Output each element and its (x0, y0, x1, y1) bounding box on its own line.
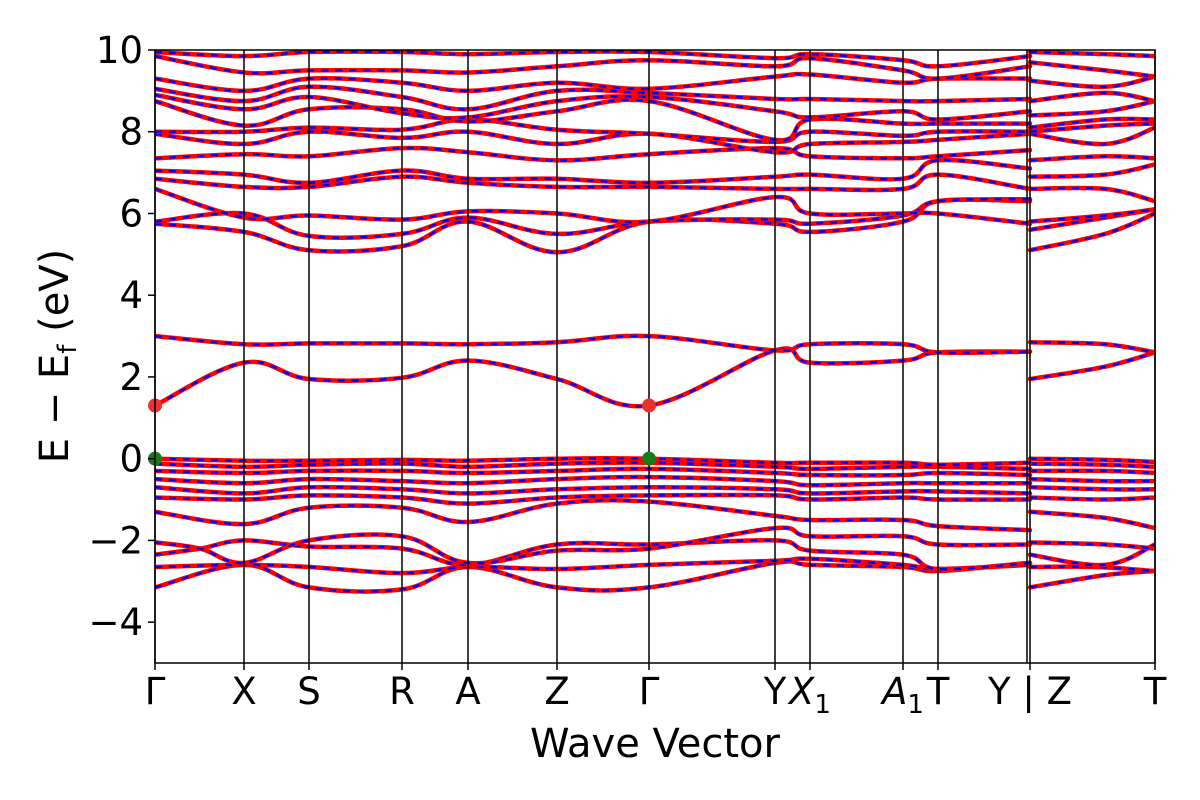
y-tick-label-5: 0 (119, 438, 143, 481)
x-tick-label-2: S (297, 670, 321, 713)
band-line-dashed-23 (1029, 351, 1155, 381)
band-line-dashed-13 (1029, 486, 1155, 491)
x-tick-label-9: A1 (880, 670, 924, 720)
band-line-dashed-45 (1029, 99, 1155, 117)
band-line-dashed-12 (155, 485, 1031, 495)
band-line-dashed-49 (1029, 75, 1155, 89)
band-line-dashed-27 (1029, 212, 1155, 252)
band-line-dashed-7 (1029, 541, 1155, 550)
band-line-dashed-32 (155, 173, 1031, 192)
y-tick-label-2: 6 (119, 192, 143, 235)
band-line-dashed-51 (1029, 61, 1155, 78)
band-line-dashed-37 (1029, 155, 1155, 162)
band-line-dashed-39 (1029, 126, 1155, 146)
x-tick-label-7: Y (763, 670, 787, 713)
band-line-dashed-9 (1029, 510, 1155, 530)
plot-frame (154, 49, 1156, 664)
band-line-33 (1027, 185, 1155, 204)
x-tick-label-10: T (926, 670, 950, 713)
x-tick-label-0: Γ (145, 670, 166, 713)
band-line-dashed-17 (1029, 469, 1155, 475)
band-line-dashed-47 (1029, 91, 1155, 103)
x-tick-label-5: Z (544, 670, 569, 713)
band-line-dashed-24 (155, 334, 1031, 355)
band-line-22 (155, 346, 1033, 409)
y-axis-ticks: 10 8 6 4 2 0 −2 −4 (88, 29, 155, 644)
band-line-dashed-0 (155, 560, 1031, 593)
band-line-dashed-15 (1029, 477, 1155, 483)
band-line-26 (155, 197, 1033, 255)
band-line-dashed-38 (155, 130, 1031, 154)
x-tick-label-12: T (1143, 670, 1167, 713)
band-line-dashed-22 (155, 347, 1031, 408)
band-line-dashed-36 (155, 146, 1031, 162)
x-tick-label-1: X (231, 670, 256, 713)
band-line-dashed-33 (1029, 186, 1155, 203)
x-tick-label-4: A (455, 670, 480, 713)
band-line-dashed-53 (1029, 50, 1155, 58)
x-tick-label-11: Y | Z (987, 670, 1072, 713)
y-tick-label-4: 2 (119, 356, 143, 399)
y-axis-label: E − Ef (eV) (32, 249, 83, 464)
band-line-dashed-2 (155, 557, 1031, 575)
band-line-dashed-52 (155, 50, 1031, 68)
band-line-dashed-35 (1029, 163, 1155, 178)
band-line-dashed-43 (1029, 117, 1155, 129)
band-line-dashed-19 (1029, 462, 1155, 468)
x-tick-label-3: R (389, 670, 415, 713)
band-line-dashed-10 (155, 493, 1031, 505)
band-line-dashed-50 (155, 54, 1031, 80)
y-tick-label-0: 10 (96, 29, 143, 72)
band-line-dashed-41 (1029, 122, 1155, 133)
x-axis-label: Wave Vector (530, 721, 781, 767)
band-edge-marker-1 (642, 398, 656, 413)
y-tick-label-7: −4 (88, 601, 143, 644)
band-line-dashed-21 (1029, 457, 1155, 464)
band-line-dashed-31 (1029, 208, 1155, 223)
band-line-6 (155, 525, 1033, 566)
band-line-dashed-48 (155, 72, 1031, 93)
band-line-dashed-5 (1029, 543, 1155, 567)
y-tick-label-1: 8 (119, 111, 143, 154)
x-tick-label-8: X1 (787, 670, 831, 720)
band-line-dashed-25 (1029, 341, 1155, 354)
band-edge-marker-3 (642, 451, 656, 466)
band-lines (155, 50, 1155, 594)
band-line-8 (155, 498, 1033, 533)
x-tick-label-6: Γ (639, 670, 660, 713)
high-symmetry-lines (154, 50, 1156, 663)
band-line-dashed-34 (155, 158, 1031, 185)
y-tick-label-6: −2 (88, 519, 143, 562)
y-tick-label-3: 4 (119, 274, 143, 317)
band-line-dashed-11 (1029, 496, 1155, 501)
band-line-dashed-40 (155, 118, 1031, 144)
band-line-dashed-6 (155, 526, 1031, 565)
